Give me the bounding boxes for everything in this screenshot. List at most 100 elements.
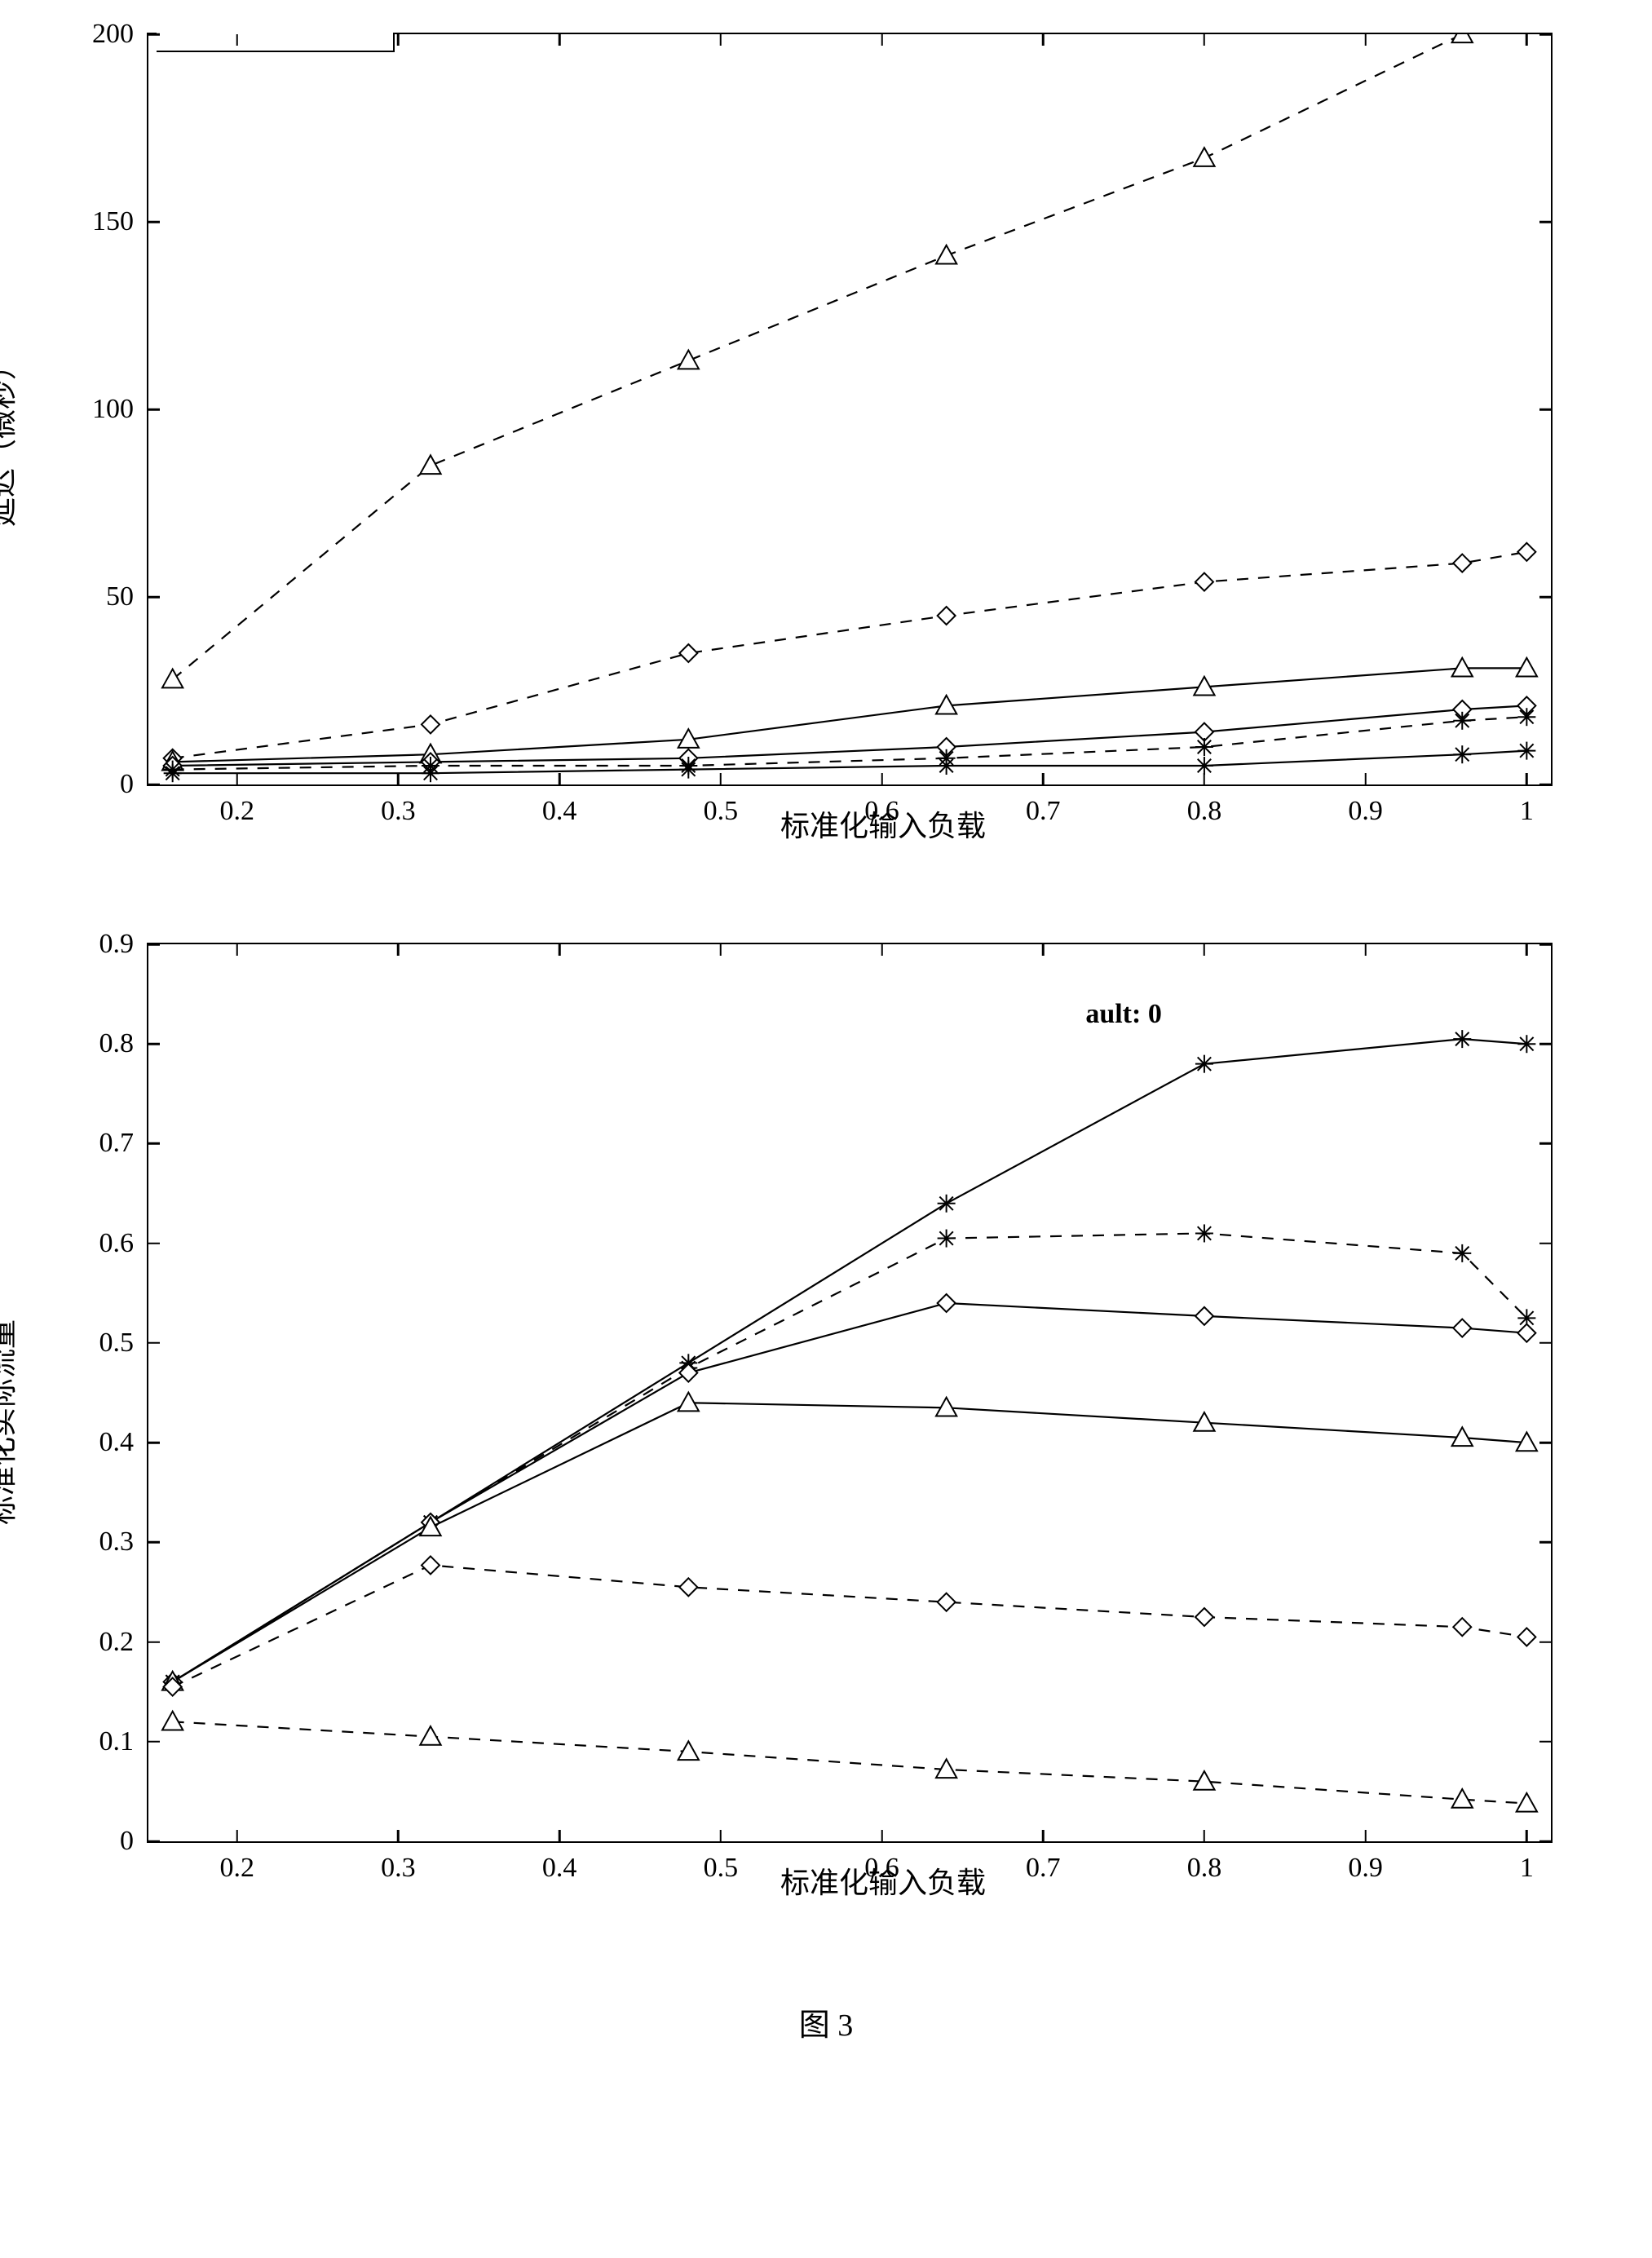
chart-annotation: ault: 0 xyxy=(1085,999,1162,1030)
marker-asterisk xyxy=(1453,712,1471,730)
marker-triangle xyxy=(678,1393,699,1412)
series-line xyxy=(173,552,1527,758)
xtick-mark xyxy=(1204,34,1206,46)
marker-diamond xyxy=(1453,555,1471,572)
marker-triangle xyxy=(420,455,440,474)
xtick-mark xyxy=(397,34,400,46)
xtick-mark xyxy=(1204,773,1206,784)
xtick-mark xyxy=(720,34,722,46)
ytick-mark xyxy=(148,1342,160,1345)
marker-diamond xyxy=(1195,573,1213,591)
xtick-mark xyxy=(1364,944,1367,956)
ytick-mark xyxy=(148,596,160,599)
marker-triangle xyxy=(678,351,699,369)
bottom-plot-area: 00.10.20.30.40.50.60.70.80.90.20.30.40.5… xyxy=(147,943,1553,1843)
series-line xyxy=(173,1565,1527,1686)
marker-diamond xyxy=(938,607,956,625)
marker-triangle xyxy=(162,669,183,688)
xtick-mark xyxy=(881,34,883,46)
marker-asterisk xyxy=(1517,742,1535,760)
xtick-mark xyxy=(397,1830,400,1841)
ytick-mark xyxy=(148,784,160,786)
marker-triangle xyxy=(1452,658,1473,677)
series-line xyxy=(173,1039,1527,1681)
marker-triangle xyxy=(1452,24,1473,42)
xtick-mark xyxy=(1526,1830,1528,1841)
xtick-label: 0.5 xyxy=(704,784,739,827)
ytick-mark xyxy=(1539,1342,1551,1345)
top-ylabel: 延迟（微秒） xyxy=(0,351,21,527)
ytick-mark xyxy=(148,33,160,36)
ytick-mark xyxy=(1539,1142,1551,1145)
xtick-mark xyxy=(1204,1830,1206,1841)
xtick-mark xyxy=(1204,944,1206,956)
marker-asterisk xyxy=(164,764,182,782)
ytick-label: 0.7 xyxy=(99,1128,149,1159)
ytick-mark xyxy=(148,1541,160,1544)
top-plot-svg xyxy=(148,34,1551,784)
xtick-mark xyxy=(881,773,883,784)
marker-diamond xyxy=(422,1556,440,1574)
xtick-mark xyxy=(1042,34,1045,46)
ytick-mark xyxy=(148,409,160,411)
xtick-label: 0.3 xyxy=(381,784,416,827)
xtick-mark xyxy=(881,944,883,956)
figure-caption: 图 3 xyxy=(33,2000,1619,2044)
xtick-mark xyxy=(1526,773,1528,784)
ytick-label: 0.9 xyxy=(99,929,149,960)
marker-asterisk xyxy=(1517,708,1535,726)
bottom-plot-svg xyxy=(148,944,1551,1841)
marker-asterisk xyxy=(1453,1030,1471,1048)
xtick-label: 0.9 xyxy=(1348,1841,1383,1884)
ytick-label: 0.6 xyxy=(99,1228,149,1259)
ytick-mark xyxy=(148,943,160,946)
ytick-mark xyxy=(1539,943,1551,946)
ytick-mark xyxy=(148,221,160,223)
marker-asterisk xyxy=(1195,1055,1213,1073)
top-plot-area: 0501001502000.20.30.40.50.60.70.80.91 xyxy=(147,33,1553,786)
marker-diamond xyxy=(1195,1307,1213,1325)
marker-diamond xyxy=(1517,1628,1535,1646)
marker-asterisk xyxy=(1195,1224,1213,1242)
xtick-mark xyxy=(236,34,238,46)
xtick-mark xyxy=(720,944,722,956)
marker-triangle xyxy=(936,245,956,264)
xtick-label: 0.9 xyxy=(1348,784,1383,827)
xtick-mark xyxy=(1042,773,1045,784)
series-line xyxy=(173,1721,1527,1803)
marker-asterisk xyxy=(938,1230,956,1248)
ytick-mark xyxy=(1539,1242,1551,1244)
top-chart: 延迟（微秒） 0501001502000.20.30.40.50.60.70.8… xyxy=(33,33,1619,845)
bottom-ylabel: 标准化实际流量 xyxy=(0,1319,21,1525)
marker-asterisk xyxy=(422,764,440,782)
xtick-mark xyxy=(236,944,238,956)
xtick-mark xyxy=(720,773,722,784)
ytick-label: 0.4 xyxy=(99,1427,149,1458)
xtick-label: 1 xyxy=(1520,1841,1534,1884)
series-line xyxy=(173,1403,1527,1681)
xtick-label: 1 xyxy=(1520,784,1534,827)
marker-asterisk xyxy=(1195,738,1213,756)
marker-triangle xyxy=(1194,148,1214,166)
marker-asterisk xyxy=(1517,1035,1535,1053)
xtick-mark xyxy=(1042,944,1045,956)
marker-asterisk xyxy=(938,1195,956,1213)
ytick-label: 200 xyxy=(92,19,148,50)
ytick-mark xyxy=(148,1043,160,1045)
ytick-label: 0.1 xyxy=(99,1726,149,1757)
xtick-mark xyxy=(397,944,400,956)
xtick-mark xyxy=(881,1830,883,1841)
marker-diamond xyxy=(1453,1618,1471,1636)
ytick-label: 100 xyxy=(92,394,148,425)
ytick-mark xyxy=(1539,33,1551,36)
marker-diamond xyxy=(938,1294,956,1312)
ytick-mark xyxy=(1539,409,1551,411)
xtick-label: 0.7 xyxy=(1026,784,1061,827)
ytick-mark xyxy=(1539,784,1551,786)
xtick-mark xyxy=(559,1830,561,1841)
ytick-label: 0.2 xyxy=(99,1627,149,1658)
xtick-mark xyxy=(397,773,400,784)
ytick-mark xyxy=(148,1242,160,1244)
ytick-label: 0.5 xyxy=(99,1328,149,1359)
marker-diamond xyxy=(679,1578,697,1596)
